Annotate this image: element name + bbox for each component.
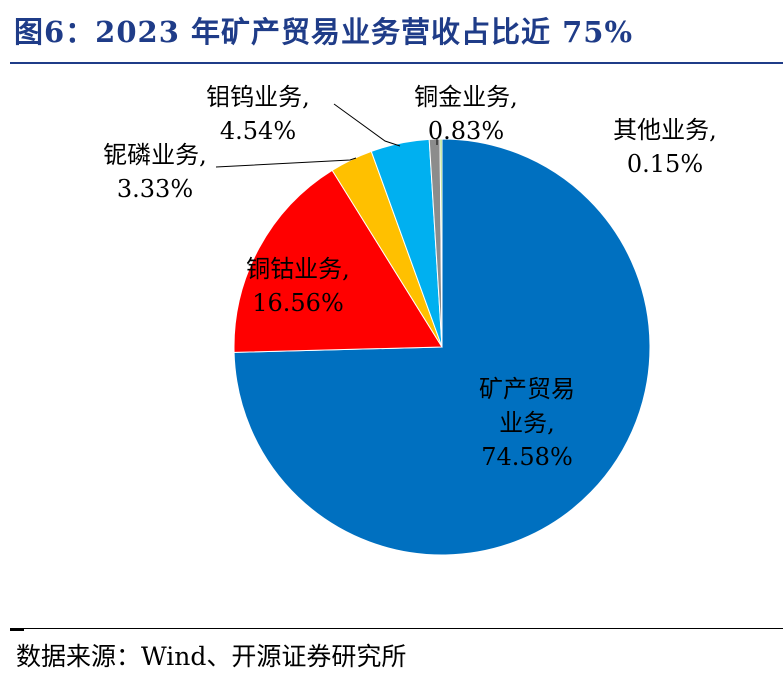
slice-label: 铌磷业务, 3.33% xyxy=(103,141,207,203)
title-divider xyxy=(10,62,783,64)
slice-label: 其他业务, 0.15% xyxy=(613,116,717,178)
slice-label-percent: 16.56% xyxy=(252,289,344,317)
slice-label-name: 业务, xyxy=(499,409,555,437)
pie-slices xyxy=(233,138,651,556)
leader-lines xyxy=(215,103,438,168)
slice-label-name: 其他业务, xyxy=(613,116,717,144)
slice-label-name: 铌磷业务, xyxy=(103,141,207,169)
slice-label-percent: 3.33% xyxy=(117,175,193,203)
pie-slice xyxy=(233,169,443,353)
figure-title: 图6：2023 年矿产贸易业务营收占比近 75% xyxy=(14,15,633,49)
slice-label-percent: 74.58% xyxy=(481,443,573,471)
slice-label-name: 矿产贸易 xyxy=(479,375,575,403)
slice-label: 铜钴业务, 16.56% xyxy=(246,255,350,317)
slice-label-percent: 0.83% xyxy=(428,117,504,145)
pie-slice xyxy=(439,138,443,348)
slice-label-name: 钼钨业务, xyxy=(206,83,310,111)
slice-label-name: 铜金业务, xyxy=(414,83,518,111)
slice-label-percent: 4.54% xyxy=(220,117,296,145)
pie-slice xyxy=(233,138,651,556)
source-divider xyxy=(10,628,783,629)
slice-label-percent: 0.15% xyxy=(627,150,703,178)
slice-label: 钼钨业务, 4.54% xyxy=(206,83,310,145)
source-divider-mark xyxy=(10,628,24,631)
leader-line xyxy=(333,103,401,147)
slice-label: 矿产贸易业务, 74.58% xyxy=(479,375,575,471)
slice-label-name: 铜钴业务, xyxy=(246,255,350,283)
source-note: 数据来源：Wind、开源证券研究所 xyxy=(16,642,407,671)
slice-labels: 矿产贸易业务, 74.58% 铜钴业务, 16.56% 铌磷业务, 3.33% 钼钨业务, 4… xyxy=(103,83,717,471)
slice-label: 铜金业务, 0.83% xyxy=(414,83,518,145)
leader-line xyxy=(215,157,357,168)
